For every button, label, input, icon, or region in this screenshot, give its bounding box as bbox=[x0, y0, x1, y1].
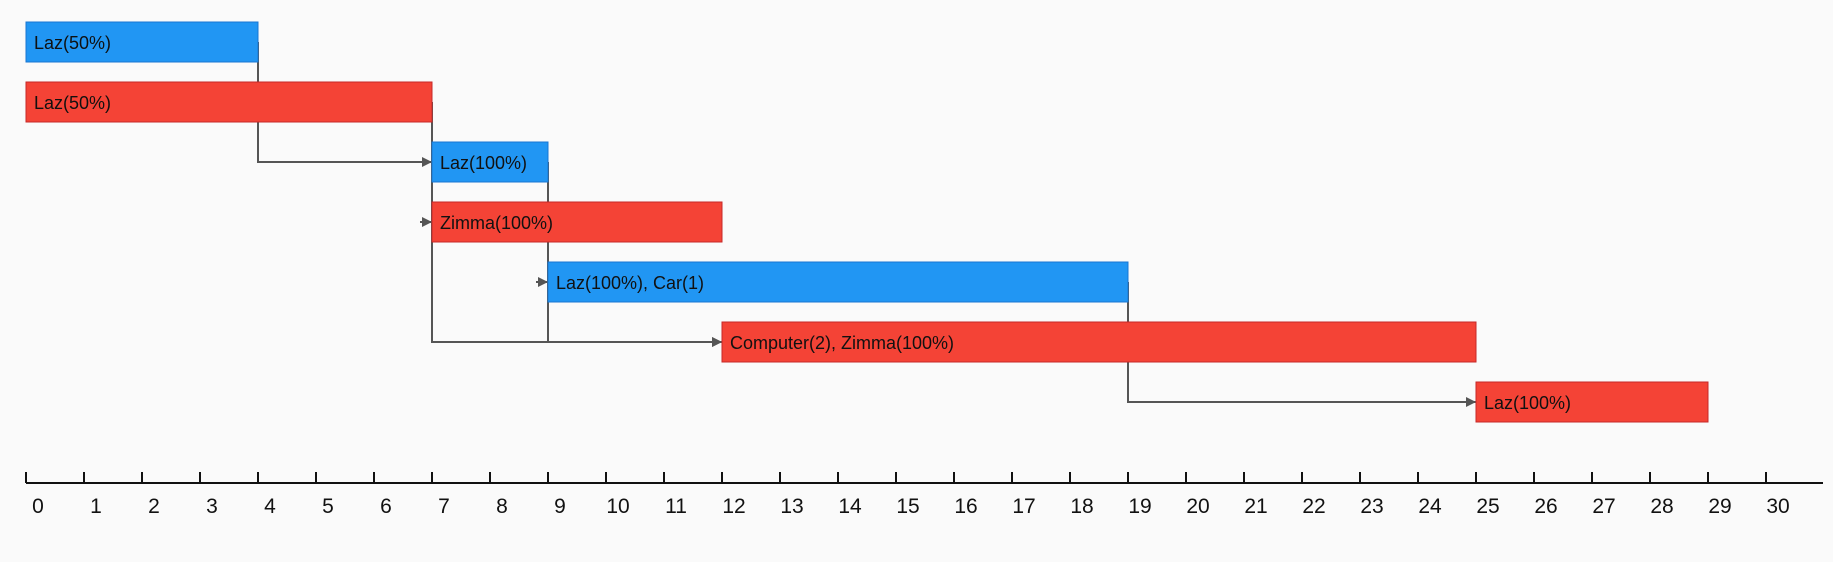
tick-label: 28 bbox=[1650, 495, 1673, 518]
task-bar bbox=[25, 21, 259, 63]
tick-label: 19 bbox=[1128, 495, 1151, 518]
task-bar bbox=[431, 201, 723, 243]
tick-label: 8 bbox=[496, 495, 508, 518]
tick-label: 10 bbox=[606, 495, 629, 518]
tick-label: 5 bbox=[322, 495, 334, 518]
tick-label: 1 bbox=[90, 495, 102, 518]
task-bar bbox=[25, 81, 433, 123]
task-label: Laz(100%), Car(1) bbox=[556, 273, 704, 293]
tick-label: 3 bbox=[206, 495, 218, 518]
tick-label: 13 bbox=[780, 495, 803, 518]
tick-label: 29 bbox=[1708, 495, 1731, 518]
tick-label: 24 bbox=[1418, 495, 1442, 518]
tick-label: 7 bbox=[438, 495, 450, 518]
tick-label: 22 bbox=[1302, 495, 1325, 518]
task-1: Laz(50%) bbox=[25, 81, 433, 123]
task-bar bbox=[547, 261, 1129, 303]
tick-label: 16 bbox=[954, 495, 977, 518]
tick-label: 21 bbox=[1244, 495, 1267, 518]
task-label: Laz(50%) bbox=[34, 93, 111, 113]
task-bar bbox=[721, 321, 1477, 363]
tick-label: 27 bbox=[1592, 495, 1615, 518]
tick-label: 9 bbox=[554, 495, 566, 518]
tick-label: 17 bbox=[1012, 495, 1035, 518]
tick-label: 11 bbox=[665, 495, 687, 518]
tick-label: 15 bbox=[896, 495, 919, 518]
tick-label: 26 bbox=[1534, 495, 1557, 518]
dependency-arrow-4 bbox=[547, 162, 722, 347]
task-bars: Laz(50%) Laz(50%) Laz(100%) Zimma(100%) Laz(… bbox=[25, 21, 1709, 423]
task-2: Laz(100%) bbox=[431, 141, 549, 183]
task-bar bbox=[1475, 381, 1709, 423]
task-0: Laz(50%) bbox=[25, 21, 259, 63]
tick-label: 12 bbox=[722, 495, 745, 518]
task-bar bbox=[431, 141, 549, 183]
tick-label: 25 bbox=[1476, 495, 1499, 518]
task-label: Laz(100%) bbox=[1484, 393, 1571, 413]
tick-label: 30 bbox=[1766, 495, 1789, 518]
tick-label: 2 bbox=[148, 495, 160, 518]
task-4: Laz(100%), Car(1) bbox=[547, 261, 1129, 303]
task-label: Laz(50%) bbox=[34, 33, 111, 53]
tick-label: 14 bbox=[838, 495, 862, 518]
task-5: Computer(2), Zimma(100%) bbox=[721, 321, 1477, 363]
task-label: Zimma(100%) bbox=[440, 213, 553, 233]
tick-label: 20 bbox=[1186, 495, 1209, 518]
task-3: Zimma(100%) bbox=[431, 201, 723, 243]
tick-label: 18 bbox=[1070, 495, 1093, 518]
time-axis: 0 1 2 3 4 5 6 7 8 9 10 11 12 13 14 15 16 17 18 19 20 21 22 23 24… bbox=[25, 472, 1823, 518]
task-6: Laz(100%) bbox=[1475, 381, 1709, 423]
tick-label: 6 bbox=[380, 495, 392, 518]
task-label: Computer(2), Zimma(100%) bbox=[730, 333, 954, 353]
tick-label: 0 bbox=[32, 495, 44, 518]
tick-label: 23 bbox=[1360, 495, 1383, 518]
task-label: Laz(100%) bbox=[440, 153, 527, 173]
tick-label: 4 bbox=[264, 495, 276, 518]
